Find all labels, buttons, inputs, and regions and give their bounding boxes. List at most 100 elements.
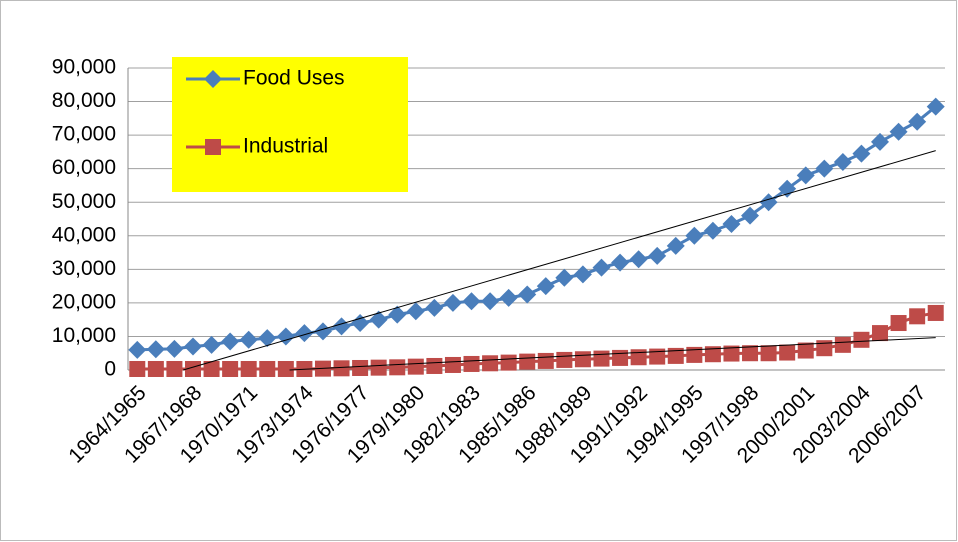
marker (499, 288, 518, 307)
marker (834, 336, 851, 353)
marker (833, 152, 852, 171)
marker (742, 345, 759, 362)
marker (481, 292, 500, 311)
marker (332, 317, 351, 336)
marker (592, 258, 611, 277)
marker (760, 345, 777, 362)
y-tick-label: 90,000 (52, 56, 116, 79)
marker (630, 349, 647, 366)
marker (333, 360, 350, 377)
marker (853, 331, 870, 348)
marker (611, 253, 630, 272)
marker (165, 339, 184, 358)
trendline (183, 150, 936, 371)
marker (519, 353, 536, 370)
marker (407, 358, 424, 375)
y-tick-label: 0 (104, 358, 116, 381)
y-tick-label: 70,000 (52, 123, 116, 146)
y-tick-label: 50,000 (52, 190, 116, 213)
marker (406, 302, 425, 321)
marker (462, 292, 481, 311)
marker (351, 314, 370, 333)
marker (666, 236, 685, 255)
marker (667, 347, 684, 364)
marker (629, 250, 648, 269)
marker (128, 340, 147, 359)
marker (352, 359, 369, 376)
marker (796, 166, 815, 185)
marker (184, 360, 201, 377)
marker (388, 305, 407, 324)
marker (852, 144, 871, 163)
marker (482, 355, 499, 372)
marker (443, 293, 462, 312)
legend-label: Food Uses (243, 67, 345, 90)
marker (369, 310, 388, 329)
marker (648, 246, 667, 265)
marker (593, 350, 610, 367)
marker (889, 122, 908, 141)
marker (573, 265, 592, 284)
marker (556, 351, 573, 368)
marker (258, 329, 277, 348)
marker (555, 268, 574, 287)
marker (222, 360, 239, 377)
marker (537, 352, 554, 369)
marker (574, 351, 591, 368)
marker (259, 360, 276, 377)
marker (389, 359, 406, 376)
y-tick-label: 10,000 (52, 324, 116, 347)
marker (129, 360, 146, 377)
marker (685, 226, 704, 245)
marker (183, 337, 202, 356)
marker (240, 360, 257, 377)
marker (816, 340, 833, 357)
marker (871, 132, 890, 151)
y-tick-label: 20,000 (52, 290, 116, 313)
legend: Food Uses Industrial (172, 57, 408, 192)
marker (239, 330, 258, 349)
y-tick-label: 60,000 (52, 156, 116, 179)
marker (203, 360, 220, 377)
legend-label: Industrial (243, 135, 328, 158)
marker (815, 159, 834, 178)
marker (779, 344, 796, 361)
y-tick-label: 80,000 (52, 89, 116, 112)
marker (778, 179, 797, 198)
marker (649, 348, 666, 365)
marker (425, 298, 444, 317)
marker (741, 206, 760, 225)
marker (536, 277, 555, 296)
marker (518, 285, 537, 304)
trendline (289, 337, 936, 371)
marker (686, 346, 703, 363)
marker (444, 356, 461, 373)
marker (722, 215, 741, 234)
marker (295, 324, 314, 343)
marker (166, 360, 183, 377)
marker (500, 354, 517, 371)
y-tick-label: 30,000 (52, 257, 116, 280)
marker (277, 360, 294, 377)
marker (797, 342, 814, 359)
marker (202, 335, 221, 354)
marker (704, 346, 721, 363)
y-tick-label: 40,000 (52, 223, 116, 246)
marker (909, 308, 926, 325)
marker (872, 325, 889, 342)
marker (147, 360, 164, 377)
marker (703, 221, 722, 240)
marker (221, 332, 240, 351)
marker (370, 359, 387, 376)
legend-marker (204, 70, 222, 88)
marker (146, 340, 165, 359)
marker (890, 315, 907, 332)
marker (612, 349, 629, 366)
marker (313, 322, 332, 341)
marker (926, 97, 945, 116)
marker (927, 304, 944, 321)
marker (463, 355, 480, 372)
marker (426, 357, 443, 374)
